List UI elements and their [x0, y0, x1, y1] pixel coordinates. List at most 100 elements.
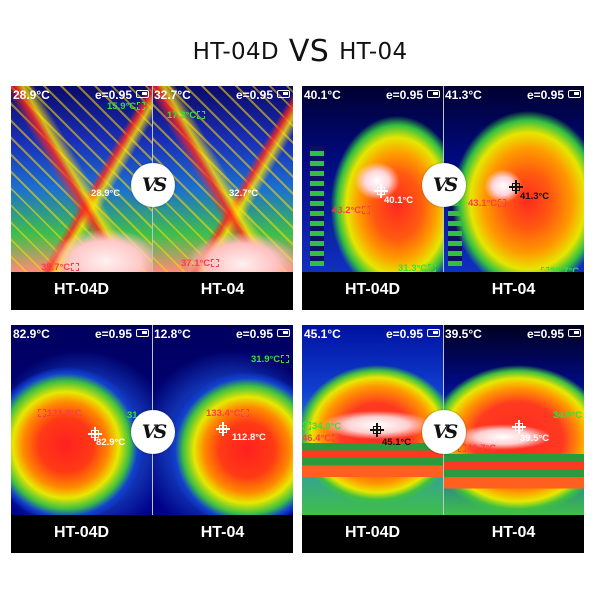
battery-icon	[136, 90, 149, 98]
battery-icon	[136, 329, 149, 337]
vs-badge: VS	[422, 163, 466, 207]
crosshair-icon	[88, 427, 102, 441]
hot-spot-marker: 43.2°C	[332, 205, 371, 216]
model-label-left: HT-04D	[344, 524, 401, 541]
max-temp-readout: 28.9°C	[13, 88, 50, 102]
emissivity-readout: e=0.95	[385, 88, 423, 102]
hot-spot-marker: 46.4°C	[302, 433, 341, 444]
vs-badge: VS	[131, 163, 175, 207]
comparison-panel-ac-unit: 40.1°C e=0.95 41.3°C e=0.95 40.1°C 43.2°…	[302, 86, 584, 310]
model-label-right: HT-04	[200, 524, 245, 541]
cold-spot-marker: 31.9°C	[251, 354, 290, 365]
emissivity-readout: e=0.95	[235, 327, 273, 341]
spot-box-icon	[498, 199, 507, 207]
center-marker: 112.8°C	[232, 432, 266, 443]
page-title: HT-04D VS HT-04	[0, 32, 600, 69]
center-marker: 40.1°C	[384, 195, 414, 206]
model-label-left: HT-04D	[344, 281, 401, 298]
crosshair-icon	[374, 184, 388, 198]
hud-right: 12.8°C e=0.95	[152, 325, 293, 343]
center-marker: 45.1°C	[382, 437, 412, 448]
hot-spot-marker: 37.1°C	[181, 258, 220, 269]
spot-box-icon	[303, 422, 311, 430]
battery-icon	[568, 329, 581, 337]
battery-icon	[277, 329, 290, 337]
cold-spot-marker: 34.9°C	[302, 421, 341, 432]
spot-box-icon	[241, 409, 250, 417]
battery-icon	[427, 90, 440, 98]
hot-spot-marker: 133.4°C	[206, 408, 250, 419]
hot-spot-marker: 43.1°C	[468, 198, 507, 209]
max-temp-readout: 45.1°C	[304, 327, 341, 341]
spot-box-icon	[281, 355, 290, 363]
hot-spot-marker: 35.7°C	[41, 262, 80, 272]
hud-right: 32.7°C e=0.95	[152, 86, 293, 104]
max-temp-readout: 12.8°C	[154, 327, 191, 341]
model-label-bar: HT-04D HT-04	[302, 515, 584, 553]
spot-box-icon	[541, 267, 549, 272]
emissivity-readout: e=0.95	[526, 327, 564, 341]
thermal-image-right	[152, 325, 293, 515]
battery-icon	[568, 90, 581, 98]
model-label-left: HT-04D	[53, 281, 110, 298]
hud-left: 28.9°C e=0.95	[11, 86, 152, 104]
thermal-image-left	[302, 325, 443, 515]
title-vs: VS	[288, 34, 330, 69]
cold-spot-marker: 15.9°C	[107, 101, 146, 112]
max-temp-readout: 82.9°C	[13, 327, 50, 341]
crosshair-icon	[512, 420, 526, 434]
thermal-image-left	[11, 86, 152, 272]
battery-icon	[277, 90, 290, 98]
model-label-left: HT-04D	[53, 524, 110, 541]
comparison-panel-bowl: 82.9°C e=0.95 12.8°C e=0.95 121.8°C 82.9…	[11, 325, 293, 553]
vs-badge: VS	[131, 410, 175, 454]
cold-spot-marker: 31.7°C	[540, 266, 579, 272]
cold-spot-marker: 31	[127, 410, 138, 421]
center-marker: 41.3°C	[520, 191, 550, 202]
hot-spot-marker: 46.7°C	[457, 443, 496, 454]
spot-box-icon	[332, 434, 341, 442]
emissivity-readout: e=0.95	[385, 327, 423, 341]
model-label-right: HT-04	[491, 524, 536, 541]
spot-box-icon	[137, 102, 146, 110]
spot-box-icon	[71, 263, 80, 271]
hud-right: 41.3°C e=0.95	[443, 86, 584, 104]
cold-spot-marker: 34.9°C	[553, 410, 583, 421]
center-marker: 28.9°C	[91, 188, 121, 199]
hud-left: 40.1°C e=0.95	[302, 86, 443, 104]
thermal-image-left	[302, 86, 443, 272]
comparison-panel-tower: 28.9°C e=0.95 32.7°C e=0.95 15.9°C 17.3°…	[11, 86, 293, 310]
title-left-model: HT-04D	[192, 39, 279, 65]
max-temp-readout: 41.3°C	[445, 88, 482, 102]
battery-icon	[427, 329, 440, 337]
model-label-right: HT-04	[491, 281, 536, 298]
spot-box-icon	[197, 111, 206, 119]
comparison-panel-car: 45.1°C e=0.95 39.5°C e=0.95 34.9°C 46.4°…	[302, 325, 584, 553]
spot-box-icon	[38, 409, 46, 417]
model-label-bar: HT-04D HT-04	[302, 272, 584, 310]
crosshair-icon	[370, 423, 384, 437]
thermal-image-right	[152, 86, 293, 272]
emissivity-readout: e=0.95	[235, 88, 273, 102]
emissivity-readout: e=0.95	[94, 327, 132, 341]
max-temp-readout: 40.1°C	[304, 88, 341, 102]
cold-spot-marker: 31.3°C	[398, 263, 437, 272]
max-temp-readout: 39.5°C	[445, 327, 482, 341]
hot-spot-marker: 121.8°C	[37, 408, 81, 419]
thermal-image-left	[11, 325, 152, 515]
spot-box-icon	[211, 259, 220, 267]
crosshair-icon	[509, 180, 523, 194]
thermal-image-right	[443, 86, 584, 272]
cold-spot-marker: 17.3°C	[167, 110, 206, 121]
hud-left: 82.9°C e=0.95	[11, 325, 152, 343]
emissivity-readout: e=0.95	[526, 88, 564, 102]
spot-box-icon	[428, 264, 437, 272]
crosshair-icon	[216, 422, 230, 436]
title-right-model: HT-04	[339, 39, 408, 65]
thermal-image-right	[443, 325, 584, 515]
spot-box-icon	[362, 206, 371, 214]
hud-left: 45.1°C e=0.95	[302, 325, 443, 343]
center-marker: 82.9°C	[96, 437, 126, 448]
max-temp-readout: 32.7°C	[154, 88, 191, 102]
vs-badge: VS	[422, 410, 466, 454]
